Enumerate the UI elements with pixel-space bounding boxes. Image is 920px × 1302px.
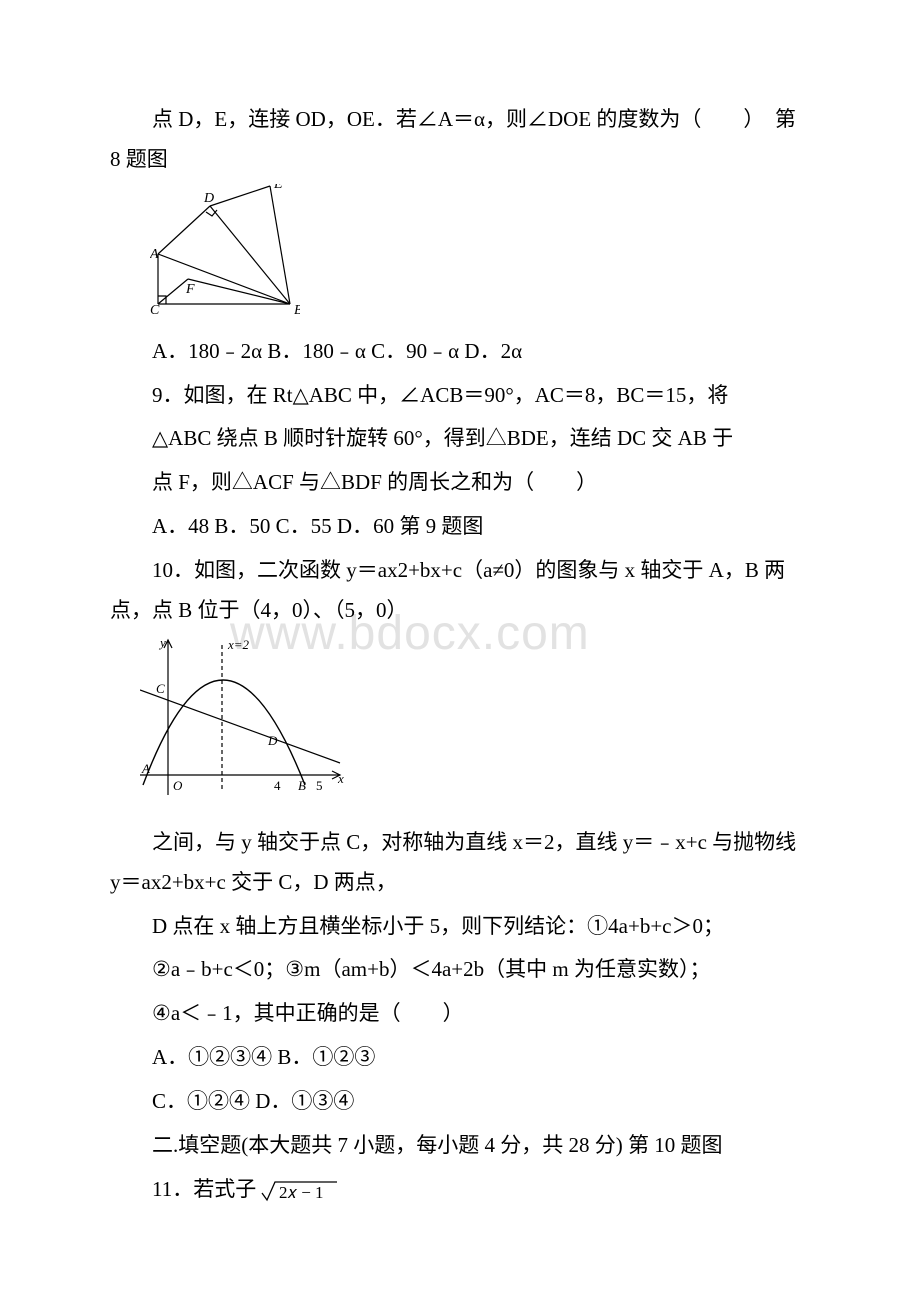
q8-stem-cont: 点 D，E，连接 OD，OE．若∠A＝α，则∠DOE 的度数为（ ） 第 8 题… xyxy=(110,100,810,180)
q10-line5: ④a＜﹣1，其中正确的是（ ） xyxy=(110,994,810,1034)
section2-heading: 二.填空题(本大题共 7 小题，每小题 4 分，共 28 分) 第 10 题图 xyxy=(110,1126,810,1166)
q8-options: A．180﹣2α B．180﹣α C．90﹣α D．2α xyxy=(110,332,810,372)
svg-text:O: O xyxy=(173,778,183,793)
svg-text:B: B xyxy=(298,778,306,793)
svg-text:D: D xyxy=(203,191,214,206)
svg-text:E: E xyxy=(273,184,283,192)
q10-line1: 10．如图，二次函数 y＝ax2+bx+c（a≠0）的图象与 x 轴交于 A，B… xyxy=(110,551,810,631)
q9-line1: 9．如图，在 Rt△ABC 中，∠ACB＝90°，AC＝8，BC＝15，将 xyxy=(110,376,810,416)
q10-options-cd: C．①②④ D．①③④ xyxy=(110,1082,810,1122)
q9-line2: △ABC 绕点 B 顺时针旋转 60°，得到△BDE，连结 DC 交 AB 于 xyxy=(110,419,810,459)
svg-text:B: B xyxy=(294,303,300,314)
q9-line3: 点 F，则△ACF 与△BDF 的周长之和为（ ） xyxy=(110,463,810,503)
q10-line3: D 点在 x 轴上方且横坐标小于 5，则下列结论：①4a+b+c＞0； xyxy=(110,907,810,947)
svg-text:C: C xyxy=(150,303,160,314)
svg-text:C: C xyxy=(156,681,165,696)
svg-text:5: 5 xyxy=(316,778,323,793)
q10-line4: ②a﹣b+c＜0；③m（am+b）＜4a+2b（其中 m 为任意实数）； xyxy=(110,950,810,990)
svg-text:y: y xyxy=(158,635,166,650)
q10-line2: 之间，与 y 轴交于点 C，对称轴为直线 x＝2，直线 y＝﹣x+c 与抛物线 … xyxy=(110,823,810,903)
q8-svg: A C B D E F xyxy=(150,184,300,314)
sqrt-expr: 2𝑥 − 1 xyxy=(256,1179,339,1203)
svg-text:x: x xyxy=(337,771,344,786)
svg-text:A: A xyxy=(150,247,159,262)
svg-text:x=2: x=2 xyxy=(227,637,250,652)
sqrt-inner: 2𝑥 − 1 xyxy=(279,1183,324,1202)
svg-text:A: A xyxy=(141,761,150,776)
q10-svg: Oy x C A D B 4 5 x=2 xyxy=(140,635,350,805)
q10-figure: Oy x C A D B 4 5 x=2 xyxy=(140,635,810,819)
svg-text:F: F xyxy=(185,282,195,297)
q9-options: A．48 B．50 C．55 D．60 第 9 题图 xyxy=(110,507,810,547)
q10-options-ab: A．①②③④ B．①②③ xyxy=(110,1038,810,1078)
q11-stem: 11．若式子 2𝑥 − 1 xyxy=(110,1170,810,1212)
svg-text:D: D xyxy=(267,733,278,748)
svg-text:4: 4 xyxy=(274,778,281,793)
q8-figure: A C B D E F xyxy=(150,184,810,328)
